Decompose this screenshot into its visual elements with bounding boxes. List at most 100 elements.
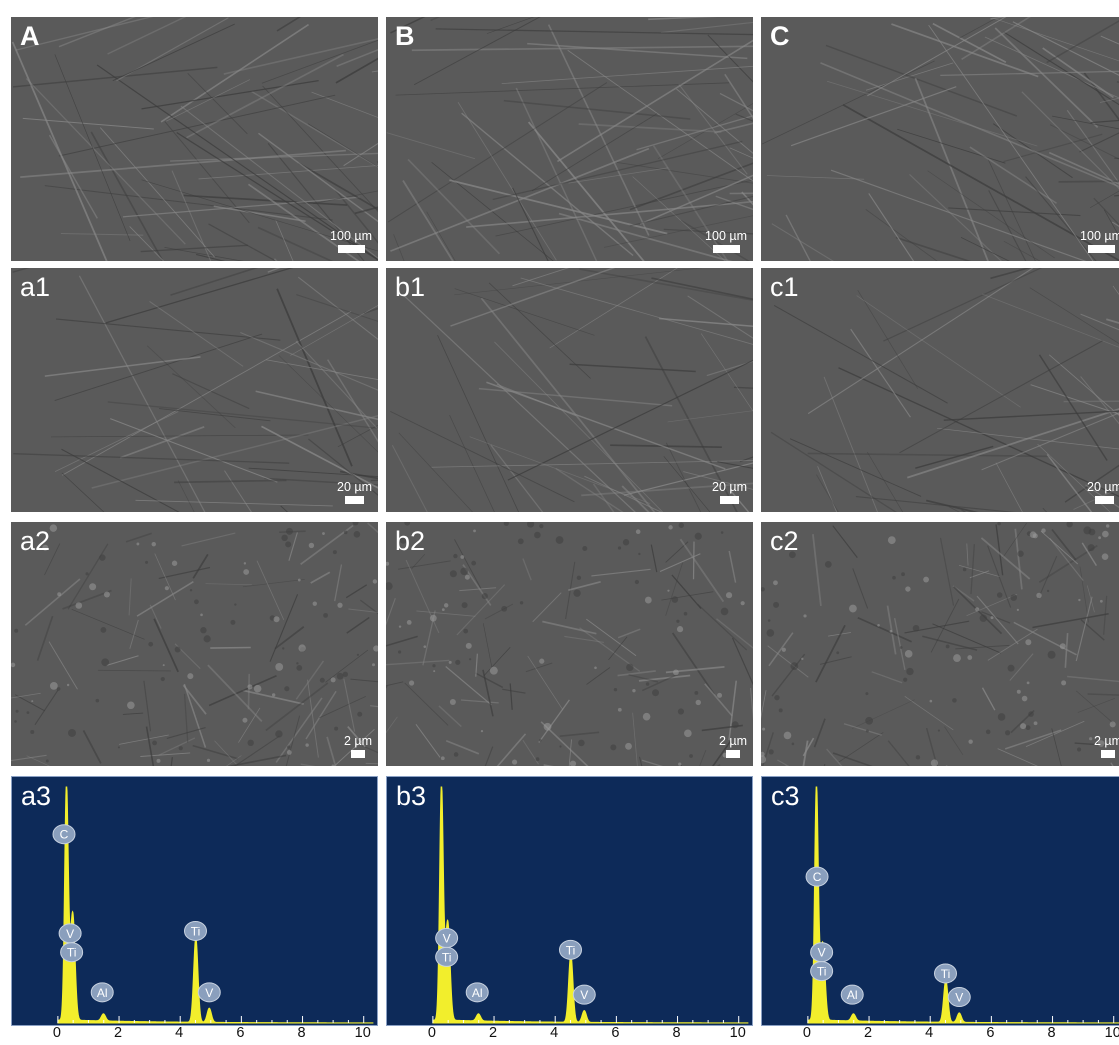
panel-label: B xyxy=(395,21,415,51)
peak-label-v: V xyxy=(197,982,221,1003)
x-tick-label: 10 xyxy=(729,1025,746,1041)
scale-bar-line xyxy=(1087,245,1115,253)
panel-label: b3 xyxy=(396,781,427,811)
panel-label: a3 xyxy=(21,781,52,811)
x-tick-label: 10 xyxy=(1104,1025,1119,1041)
x-tick-label: 2 xyxy=(863,1025,873,1041)
scale-bar-label: 100 µm xyxy=(1080,229,1119,243)
scale-bar-line xyxy=(345,496,364,504)
sem-image-a: A 100 µm xyxy=(11,17,378,261)
eds-plot: C V Ti Al Ti V xyxy=(52,786,374,1024)
x-tick-label: 10 xyxy=(354,1025,371,1041)
eds-plot: C V Ti Al Ti V xyxy=(805,786,1119,1024)
x-tick-label: 0 xyxy=(427,1025,436,1041)
spectrum-trace xyxy=(432,786,749,1024)
scale-bar-label: 2 µm xyxy=(718,734,747,748)
peak-label-ti: Ti xyxy=(934,963,957,984)
peak-label-ti: Ti xyxy=(559,939,582,960)
spectrum-trace xyxy=(57,786,374,1024)
sem-image-b: B 100 µm xyxy=(386,17,753,261)
scale-bar-line xyxy=(720,496,739,504)
panel-label: c1 xyxy=(770,272,799,302)
panel-label: c3 xyxy=(771,781,800,811)
scale-bar-line xyxy=(337,245,365,253)
scale-bar: 20 µm xyxy=(1087,480,1119,504)
peak-label-al: Al xyxy=(90,982,114,1003)
peak-label-text: V xyxy=(955,991,963,1005)
scale-bar: 100 µm xyxy=(1080,229,1119,253)
sem-image-a2: a2 2 µm xyxy=(11,522,378,766)
panel-label: b2 xyxy=(395,526,426,556)
x-tick-label: 0 xyxy=(52,1025,61,1041)
spectrum-trace xyxy=(807,786,1119,1024)
peak-label-text: Ti xyxy=(566,943,576,957)
scale-bar: 100 µm xyxy=(705,229,747,253)
panel-label: C xyxy=(770,21,790,51)
sem-image-b2: b2 2 µm xyxy=(386,522,753,766)
scale-bar-line xyxy=(1100,750,1115,758)
peak-label-text: V xyxy=(66,927,74,941)
sem-image-c1: c1 20 µm xyxy=(761,268,1119,512)
x-tick-label: 4 xyxy=(925,1025,934,1041)
x-tick-label: 8 xyxy=(297,1025,306,1041)
panel-label: a2 xyxy=(20,526,51,556)
peak-label-al: Al xyxy=(840,984,864,1005)
peak-label-al: Al xyxy=(465,982,489,1003)
sem-image-b1: b1 20 µm xyxy=(386,268,753,512)
peak-label-ti: Ti xyxy=(184,920,207,941)
scale-bar: 20 µm xyxy=(712,480,747,504)
x-tick-label: 6 xyxy=(611,1025,620,1041)
scale-bar-label: 100 µm xyxy=(330,229,372,243)
scale-bar-line xyxy=(725,750,740,758)
peak-label-v: V xyxy=(435,928,459,949)
scale-bar: 20 µm xyxy=(337,480,372,504)
scale-bar: 100 µm xyxy=(330,229,372,253)
peak-label-c: C xyxy=(805,866,829,887)
eds-plot: V Ti Al Ti V xyxy=(432,786,749,1024)
x-tick-label: 4 xyxy=(550,1025,559,1041)
scale-bar-label: 2 µm xyxy=(1093,734,1119,748)
scale-bar-line xyxy=(1095,496,1114,504)
peak-label-text: Al xyxy=(472,986,483,1000)
peak-label-v: V xyxy=(572,984,596,1005)
x-tick-label: 8 xyxy=(1047,1025,1056,1041)
x-tick-label: 8 xyxy=(672,1025,681,1041)
peak-label-ti: Ti xyxy=(435,946,459,967)
scale-bar: 2 µm xyxy=(719,734,747,758)
scale-bar-label: 20 µm xyxy=(337,480,372,494)
scale-bar-label: 2 µm xyxy=(343,734,372,748)
x-tick-label: 2 xyxy=(113,1025,123,1041)
peak-label-text: Ti xyxy=(817,965,827,979)
sem-image-a1: a1 20 µm xyxy=(11,268,378,512)
scale-bar: 2 µm xyxy=(1094,734,1119,758)
peak-label-text: Ti xyxy=(442,950,452,964)
peak-label-text: V xyxy=(580,988,588,1002)
peak-label-ti: Ti xyxy=(810,961,834,982)
x-tick-label: 4 xyxy=(175,1025,184,1041)
peak-label-text: Al xyxy=(847,988,858,1002)
peak-label-ti: Ti xyxy=(60,942,84,963)
peak-label-c: C xyxy=(52,824,76,845)
scale-bar-line xyxy=(350,750,365,758)
panel-label: A xyxy=(20,21,40,51)
peak-label-text: C xyxy=(813,870,822,884)
panel-label: b1 xyxy=(395,272,426,302)
sem-image-c: C 100 µm xyxy=(761,17,1119,261)
panel-label: c2 xyxy=(770,526,799,556)
x-tick-label: 0 xyxy=(802,1025,811,1041)
peak-label-v: V xyxy=(810,942,834,963)
peak-label-text: Ti xyxy=(941,967,951,981)
scale-bar-label: 20 µm xyxy=(1087,480,1119,494)
peak-label-v: V xyxy=(58,923,82,944)
peak-label-v: V xyxy=(947,987,971,1008)
x-tick-label: 6 xyxy=(236,1025,245,1041)
x-tick-label: 6 xyxy=(986,1025,995,1041)
peak-label-text: V xyxy=(443,932,451,946)
panel-label: a1 xyxy=(20,272,51,302)
x-tick-label: 2 xyxy=(488,1025,498,1041)
peak-label-text: Ti xyxy=(67,946,77,960)
scale-bar-label: 100 µm xyxy=(705,229,747,243)
